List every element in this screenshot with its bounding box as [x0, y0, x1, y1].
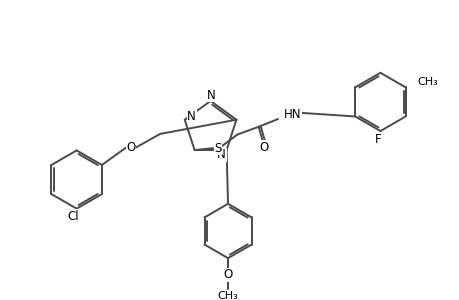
Text: O: O — [126, 141, 135, 154]
Text: F: F — [375, 133, 381, 146]
Text: O: O — [223, 268, 232, 281]
Text: O: O — [258, 141, 268, 154]
Text: HN: HN — [283, 108, 301, 121]
Text: N: N — [217, 148, 225, 161]
Text: N: N — [187, 110, 196, 123]
Text: N: N — [207, 88, 215, 102]
Text: CH₃: CH₃ — [416, 76, 437, 86]
Text: S: S — [214, 142, 221, 154]
Text: Cl: Cl — [67, 210, 78, 223]
Text: CH₃: CH₃ — [217, 291, 238, 300]
